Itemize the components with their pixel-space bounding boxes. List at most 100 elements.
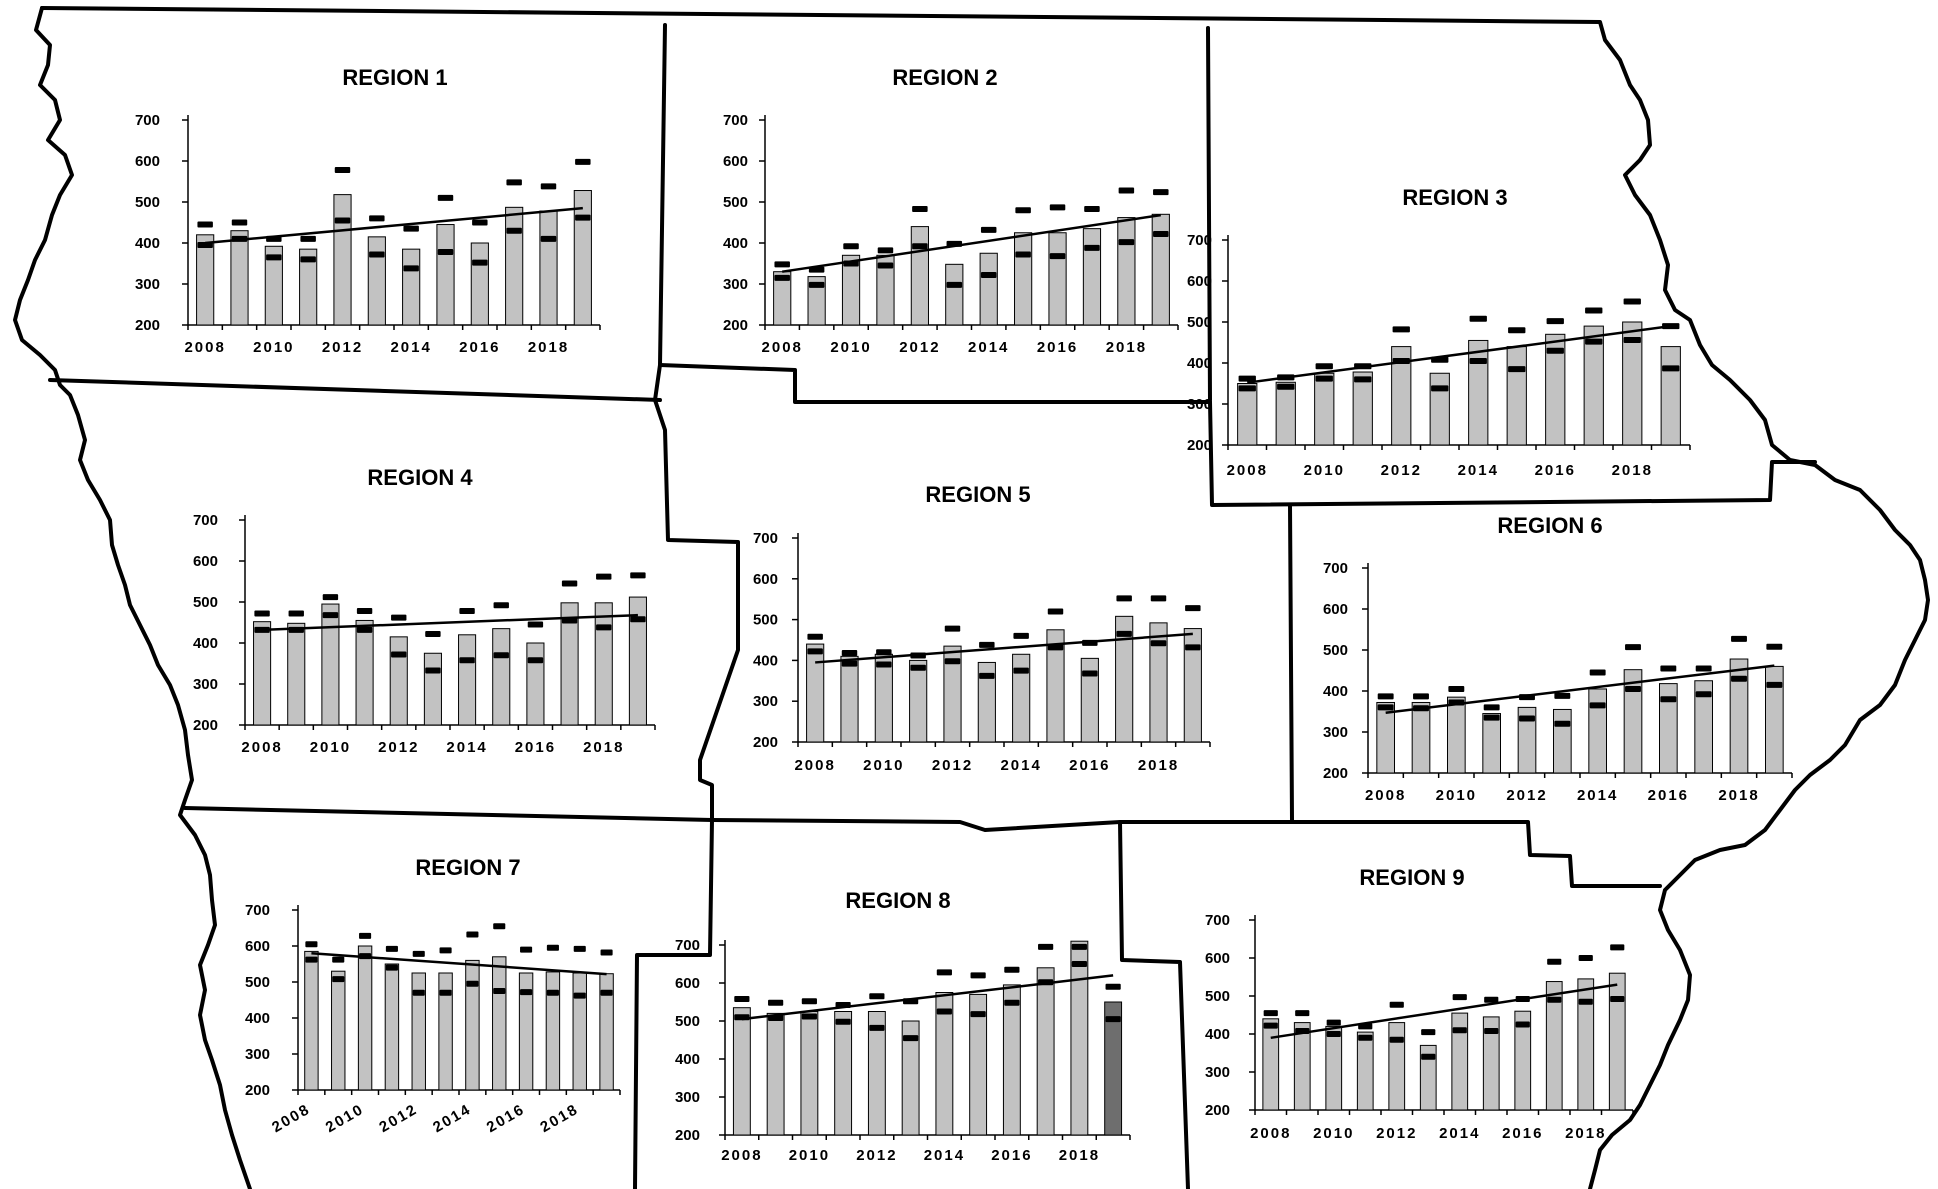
- y-tick-label: 200: [675, 1127, 700, 1144]
- bar: [545, 971, 561, 1091]
- bar: [333, 194, 352, 326]
- lower-marker: [1731, 675, 1747, 682]
- upper-marker: [561, 580, 578, 587]
- x-tick-label: 2010: [310, 739, 351, 756]
- upper-marker: [520, 946, 533, 953]
- upper-marker: [369, 215, 385, 222]
- bar: [1506, 346, 1527, 446]
- y-tick-label: 700: [1205, 912, 1230, 929]
- y-tick-label: 600: [675, 975, 700, 992]
- lower-marker: [1766, 681, 1783, 688]
- upper-marker: [630, 572, 646, 579]
- bar: [840, 655, 859, 743]
- upper-marker: [1049, 204, 1066, 211]
- upper-marker: [912, 205, 928, 212]
- y-tick-label: 300: [1187, 396, 1212, 413]
- region-title: REGION 6: [1497, 513, 1602, 538]
- lower-marker: [506, 227, 522, 234]
- lower-marker: [466, 980, 479, 987]
- bar: [287, 622, 306, 726]
- lower-marker: [391, 651, 407, 658]
- y-tick-label: 700: [723, 112, 748, 129]
- lower-marker: [437, 249, 454, 256]
- bar: [1293, 1022, 1311, 1111]
- region-chart-9: REGION 9 200 300 400 500 600 700 2008 2010 2012 20…: [1205, 865, 1634, 1142]
- lower-marker: [1484, 1027, 1499, 1034]
- y-tick-label: 400: [1187, 355, 1212, 372]
- upper-marker: [493, 923, 506, 930]
- lower-marker: [1578, 998, 1593, 1005]
- bar: [253, 621, 272, 726]
- upper-marker: [322, 594, 339, 601]
- lower-marker: [1469, 357, 1487, 364]
- upper-marker: [1153, 189, 1169, 196]
- lower-marker: [1358, 1034, 1373, 1041]
- bar: [1183, 628, 1202, 743]
- y-tick-label: 200: [1187, 437, 1212, 454]
- upper-marker: [1389, 1001, 1404, 1008]
- bar: [1046, 629, 1065, 743]
- x-tick-label: 2008: [721, 1147, 762, 1164]
- lower-marker: [1105, 1016, 1121, 1023]
- y-tick-label: 300: [753, 693, 778, 710]
- lower-marker: [808, 281, 825, 288]
- bar: [1149, 622, 1168, 743]
- upper-marker: [1013, 632, 1029, 639]
- upper-marker: [573, 945, 586, 952]
- upper-marker: [332, 956, 345, 963]
- upper-marker: [1623, 298, 1641, 305]
- x-tick-label: 2012: [322, 339, 363, 356]
- lower-marker: [1263, 1022, 1278, 1029]
- x-tick-label: 2018: [1138, 757, 1179, 774]
- border-r1-r4: [48, 378, 662, 402]
- lower-marker: [1015, 251, 1031, 258]
- upper-marker: [1116, 595, 1132, 602]
- bar: [492, 628, 511, 726]
- lower-marker: [573, 992, 586, 999]
- upper-marker: [391, 614, 407, 621]
- state-outline-north: [40, 6, 1930, 1189]
- upper-marker: [575, 158, 591, 165]
- bar: [935, 992, 954, 1136]
- y-tick-label: 500: [245, 974, 270, 991]
- upper-marker: [1084, 205, 1100, 212]
- bar: [1104, 1001, 1123, 1136]
- lower-marker: [1315, 375, 1333, 382]
- bar: [841, 254, 861, 326]
- bar: [573, 190, 592, 326]
- bar: [304, 950, 319, 1091]
- upper-marker: [1004, 966, 1020, 973]
- upper-marker: [1421, 1029, 1436, 1036]
- lower-marker: [946, 281, 963, 288]
- x-tick-label: 2014: [1439, 1125, 1480, 1142]
- lower-marker: [596, 624, 612, 631]
- x-tick-label: 2008: [269, 1101, 313, 1136]
- bar: [572, 972, 587, 1091]
- lower-marker: [1585, 338, 1603, 345]
- region-chart-7: REGION 7 200 300 400 500 600 700 2008 2010 2012 20…: [245, 855, 621, 1136]
- lower-marker: [385, 964, 398, 971]
- bar: [423, 652, 442, 726]
- bar: [1660, 346, 1681, 446]
- trend-line: [205, 206, 583, 245]
- y-tick-label: 400: [135, 235, 160, 252]
- upper-marker: [231, 219, 248, 226]
- lower-marker: [876, 661, 892, 668]
- region-title: REGION 9: [1359, 865, 1464, 890]
- lower-marker: [1431, 385, 1449, 392]
- x-tick-label: 2018: [583, 739, 624, 756]
- y-tick-label: 600: [1205, 950, 1230, 967]
- bar: [977, 661, 996, 743]
- y-tick-label: 300: [723, 276, 748, 293]
- upper-marker: [1071, 943, 1087, 950]
- y-tick-label: 300: [675, 1089, 700, 1106]
- lower-marker: [425, 667, 441, 674]
- lower-marker: [412, 989, 425, 996]
- lower-marker: [1118, 239, 1135, 246]
- map-borders: [13, 6, 1930, 1189]
- y-tick-label: 600: [135, 153, 160, 170]
- upper-marker: [546, 944, 559, 951]
- border-r3-r6: [1208, 400, 1817, 507]
- bar: [1314, 372, 1335, 446]
- lower-marker: [1452, 1027, 1467, 1034]
